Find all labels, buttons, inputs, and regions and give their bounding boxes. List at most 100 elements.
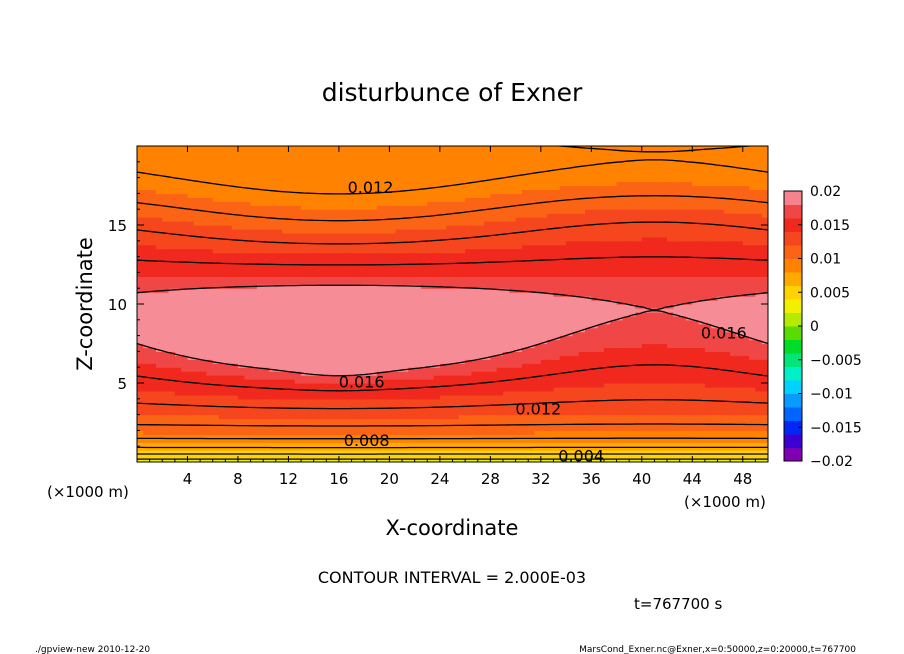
contour-fill-cell [225,228,233,234]
contour-fill-cell [433,351,441,356]
contour-fill-cell [420,205,428,210]
contour-fill-cell [319,201,327,206]
contour-fill-cell [351,209,359,214]
contour-fill-cell [458,240,466,246]
contour-fill-cell [338,351,346,356]
contour-fill-cell [490,406,498,412]
contour-fill-cell [256,304,264,309]
contour-fill-cell [515,248,523,254]
contour-fill-cell [212,256,220,262]
contour-fill-cell [439,323,447,329]
contour-fill-cell [509,371,517,376]
contour-fill-cell [193,205,201,210]
contour-fill-cell [383,371,390,376]
contour-fill-cell [137,323,144,329]
contour-fill-cell [458,228,466,234]
contour-fill-cell [395,288,403,293]
contour-fill-cell [301,157,308,163]
contour-fill-cell [263,363,271,368]
contour-fill-cell [345,450,353,455]
contour-fill-cell [206,272,214,277]
contour-fill-cell [521,288,529,293]
contour-fill-cell [206,213,214,218]
contour-fill-cell [427,205,435,210]
contour-fill-cell [137,402,144,408]
contour-fill-cell [301,355,308,360]
contour-fill-cell [326,375,334,380]
contour-fill-cell [187,221,195,226]
contour-fill-cell [162,177,170,183]
contour-fill-cell [250,454,258,459]
contour-fill-cell [364,205,372,210]
contour-fill-cell [490,153,498,159]
contour-fill-cell [395,371,403,376]
contour-fill-cell [200,355,208,360]
contour-fill-cell [528,426,536,431]
contour-fill-cell [307,304,315,309]
contour-fill-cell [174,157,182,163]
contour-fill-cell [319,434,327,439]
contour-fill-cell [439,410,447,416]
contour-fill-cell [376,296,384,301]
contour-fill-cell [143,296,151,301]
contour-fill-cell [521,343,529,349]
contour-fill-cell [282,454,290,459]
contour-fill-cell [155,248,163,254]
contour-fill-cell [231,240,239,246]
contour-fill-cell [420,165,428,171]
contour-fill-cell [225,446,233,451]
contour-fill-cell [269,355,277,360]
contour-fill-cell [332,213,340,218]
contour-fill-cell [319,292,327,297]
contour-fill-cell [181,201,189,206]
contour-fill-cell [420,315,428,321]
contour-fill-cell [313,217,321,222]
contour-fill-cell [521,355,529,360]
contour-fill-cell [357,232,365,238]
contour-fill-cell [237,276,245,281]
contour-fill-cell [458,221,466,226]
contour-fill-cell [250,173,258,179]
contour-fill-cell [174,454,182,459]
contour-fill-cell [439,296,447,301]
contour-fill-cell [521,335,529,341]
contour-fill-cell [439,402,447,408]
contour-fill-cell [256,454,264,459]
contour-fill-cell [452,197,460,202]
contour-fill-cell [200,410,208,416]
contour-fill-cell [219,414,226,420]
contour-fill-cell [212,450,220,455]
contour-fill-cell [219,335,226,341]
contour-fill-cell [155,181,163,187]
contour-fill-cell [332,244,340,250]
contour-fill-cell [427,450,435,455]
contour-fill-cell [288,292,296,297]
contour-fill-cell [402,292,409,297]
contour-fill-cell [244,422,252,428]
contour-fill-cell [452,454,460,459]
contour-fill-cell [395,414,403,420]
contour-fill-cell [193,355,201,360]
contour-fill-cell [484,296,491,301]
contour-fill-cell [414,307,422,313]
contour-fill-cell [313,359,321,364]
contour-fill-cell [206,185,214,191]
contour-fill-cell [465,205,473,210]
contour-fill-cell [250,228,258,234]
contour-fill-cell [269,394,277,400]
contour-fill-cell [389,347,397,352]
contour-fill-cell [364,280,372,285]
contour-fill-cell [256,371,264,376]
contour-fill-cell [168,284,176,289]
contour-fill-cell [219,442,226,447]
contour-fill-cell [200,268,208,273]
contour-fill-cell [408,236,416,242]
contour-fill-cell [326,307,334,313]
contour-fill-cell [402,296,409,301]
contour-fill-cell [402,315,409,321]
contour-fill-cell [193,296,201,301]
contour-fill-cell [319,390,327,396]
contour-fill-cell [269,311,277,317]
contour-fill-cell [414,414,422,420]
contour-fill-cell [446,284,454,289]
